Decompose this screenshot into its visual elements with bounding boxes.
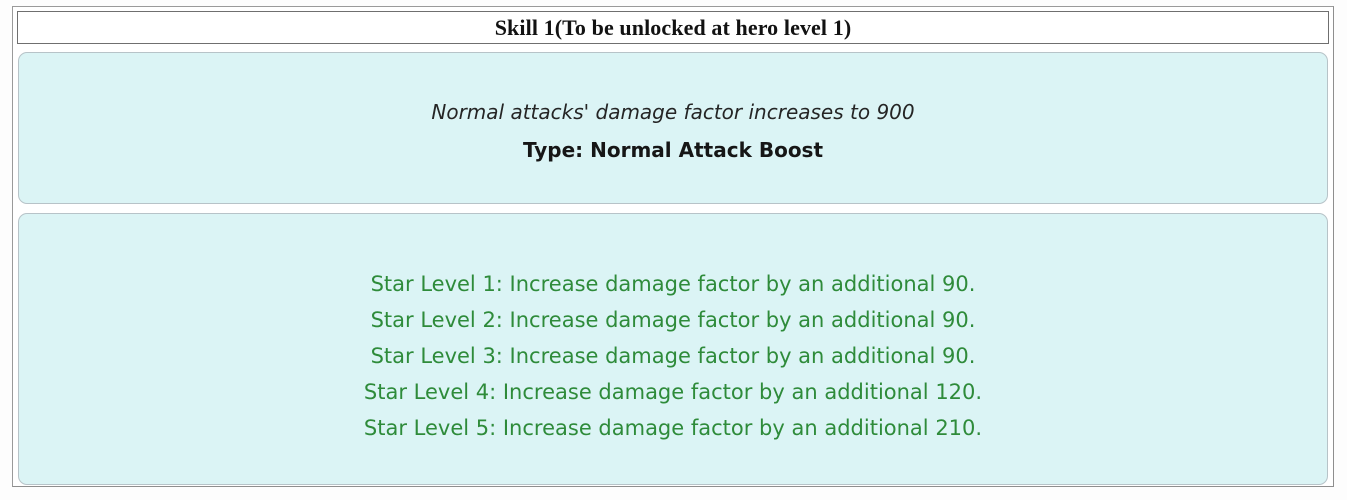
star-level-line: Star Level 4: Increase damage factor by … bbox=[363, 380, 983, 404]
skill-effect-text: Normal attacks' damage factor increases … bbox=[431, 100, 915, 124]
skill-header: Skill 1(To be unlocked at hero level 1) bbox=[17, 11, 1329, 44]
skill-description-panel: Normal attacks' damage factor increases … bbox=[18, 52, 1328, 204]
skill-card: Skill 1(To be unlocked at hero level 1) … bbox=[12, 6, 1334, 487]
star-level-line: Star Level 2: Increase damage factor by … bbox=[370, 308, 976, 332]
star-level-line: Star Level 1: Increase damage factor by … bbox=[370, 272, 976, 296]
star-level-line: Star Level 5: Increase damage factor by … bbox=[363, 416, 983, 440]
star-level-line: Star Level 3: Increase damage factor by … bbox=[370, 344, 976, 368]
skill-title: Skill 1(To be unlocked at hero level 1) bbox=[494, 14, 852, 40]
skill-type-text: Type: Normal Attack Boost bbox=[522, 138, 824, 162]
star-level-panel: Star Level 1: Increase damage factor by … bbox=[18, 213, 1328, 485]
